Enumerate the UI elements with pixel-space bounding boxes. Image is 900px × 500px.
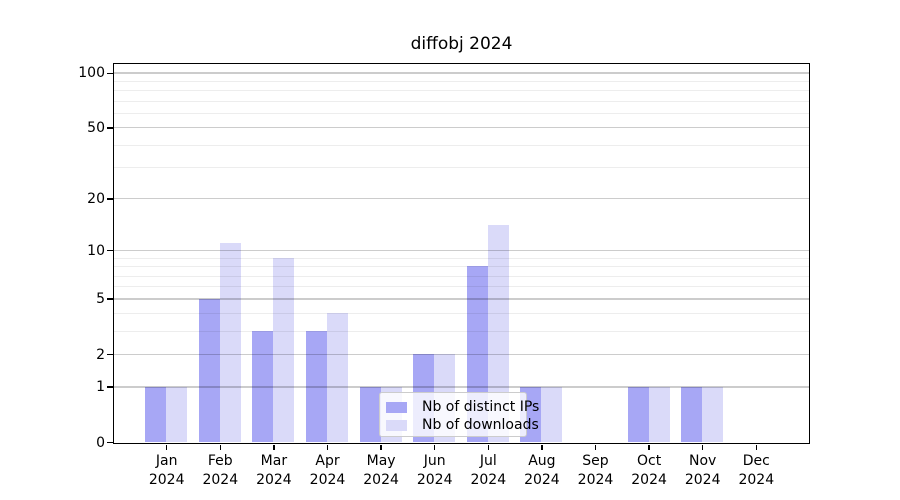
gridline-major [114,197,809,200]
gridline-minor [114,286,809,288]
x-tick-label: May 2024 [363,453,399,488]
x-tick-mark [701,444,704,450]
plot-area: Nb of distinct IPs Nb of downloads [113,63,810,444]
legend-item-distinct-ips: Nb of distinct IPs [386,398,539,416]
gridline-major [114,249,809,252]
gridline-minor [114,257,809,259]
x-tick-label: Sep 2024 [577,453,614,488]
bar-downloads [702,386,724,442]
x-tick-mark [433,444,436,450]
gridline-major [114,298,809,300]
y-tick-mark [107,72,113,75]
y-tick-mark [107,127,113,129]
y-tick-label: 10 [87,242,105,259]
bar-downloads [487,225,509,442]
legend-label-distinct-ips: Nb of distinct IPs [422,399,540,415]
gridline-major [114,386,809,388]
bar-distinct-ips [627,386,649,442]
bar-distinct-ips [145,386,167,442]
y-tick-mark [107,249,113,252]
legend-item-downloads: Nb of downloads [386,416,539,434]
x-tick-label: Nov 2024 [684,453,721,488]
y-tick-mark [107,298,113,300]
gridline-minor [114,90,809,92]
x-tick-label: Dec 2024 [738,453,775,488]
legend-label-downloads: Nb of downloads [422,417,539,433]
gridline-minor [114,100,809,102]
x-tick-label: Oct 2024 [631,453,667,488]
y-tick-mark [107,198,113,200]
y-tick-label: 5 [96,291,105,308]
bar-downloads [327,313,348,442]
bar-downloads [541,386,563,442]
x-tick-label: Jun 2024 [416,453,453,488]
legend-swatch-distinct-ips [386,401,407,413]
legend-swatch-downloads [386,419,407,431]
x-tick-mark [273,444,275,450]
gridline-minor [114,331,809,333]
x-tick-mark [648,444,650,450]
x-tick-label: Jan 2024 [148,453,185,488]
gridline-minor [114,144,809,146]
y-tick-label: 20 [87,190,105,207]
gridline-minor [114,81,809,83]
y-tick-label: 100 [78,65,105,82]
bar-distinct-ips [252,331,274,442]
gridline-major [114,353,809,356]
x-tick-label: Mar 2024 [256,453,292,488]
gridline-minor [114,167,809,169]
chart-title: diffobj 2024 [410,34,513,54]
legend: Nb of distinct IPs Nb of downloads [379,392,539,437]
plot-inner [114,64,809,443]
y-tick-mark [107,386,113,388]
x-tick-mark [487,444,490,450]
gridline-major [114,72,809,74]
x-tick-mark [380,444,382,450]
gridline-major [114,126,809,129]
gridline-minor [114,113,809,115]
y-tick-label: 2 [96,346,105,363]
x-tick-mark [541,444,543,450]
bar-distinct-ips [198,298,220,442]
x-tick-mark [165,444,168,450]
y-tick-label: 0 [96,434,105,451]
bar-downloads [273,257,295,442]
y-tick-label: 1 [96,379,105,396]
x-tick-mark [326,444,329,450]
y-tick-mark [107,441,113,444]
bar-distinct-ips [681,386,703,442]
bar-distinct-ips [306,331,327,442]
x-tick-label: Jul 2024 [470,453,507,488]
y-tick-label: 50 [87,119,105,136]
x-tick-label: Aug 2024 [524,453,560,488]
gridline-minor [114,313,809,315]
bar-downloads [648,386,670,442]
gridline-minor [114,266,809,268]
bar-downloads [166,386,188,442]
y-tick-mark [107,353,113,356]
bar-distinct-ips [359,386,381,442]
x-tick-label: Apr 2024 [309,453,346,488]
x-tick-mark [594,444,597,450]
x-tick-label: Feb 2024 [202,453,239,488]
x-tick-mark [219,444,222,450]
bar-downloads [219,243,241,442]
x-tick-mark [755,444,758,450]
gridline-minor [114,275,809,277]
